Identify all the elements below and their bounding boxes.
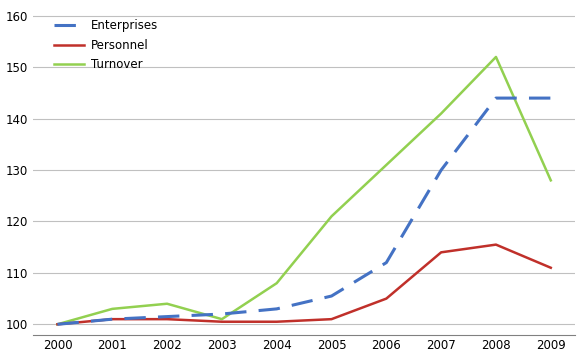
Enterprises [273,307,280,311]
Personnel [437,250,444,255]
Legend: Enterprises, Personnel, Turnover: Enterprises, Personnel, Turnover [49,15,163,76]
Enterprises [218,312,225,316]
Turnover [437,111,444,116]
Line: Enterprises: Enterprises [58,98,551,324]
Enterprises [54,322,61,326]
Personnel [164,317,171,321]
Turnover [164,301,171,306]
Personnel [383,296,390,301]
Enterprises [547,96,554,100]
Turnover [547,178,554,183]
Personnel [328,317,335,321]
Turnover [54,322,61,326]
Personnel [273,320,280,324]
Turnover [493,55,500,59]
Enterprises [164,314,171,319]
Personnel [493,242,500,247]
Enterprises [493,96,500,100]
Personnel [218,320,225,324]
Line: Personnel: Personnel [58,245,551,324]
Enterprises [383,261,390,265]
Turnover [328,214,335,218]
Personnel [54,322,61,326]
Turnover [273,281,280,285]
Enterprises [328,294,335,298]
Turnover [383,163,390,167]
Enterprises [109,317,116,321]
Personnel [109,317,116,321]
Turnover [109,307,116,311]
Turnover [218,317,225,321]
Line: Turnover: Turnover [58,57,551,324]
Personnel [547,266,554,270]
Enterprises [437,168,444,172]
